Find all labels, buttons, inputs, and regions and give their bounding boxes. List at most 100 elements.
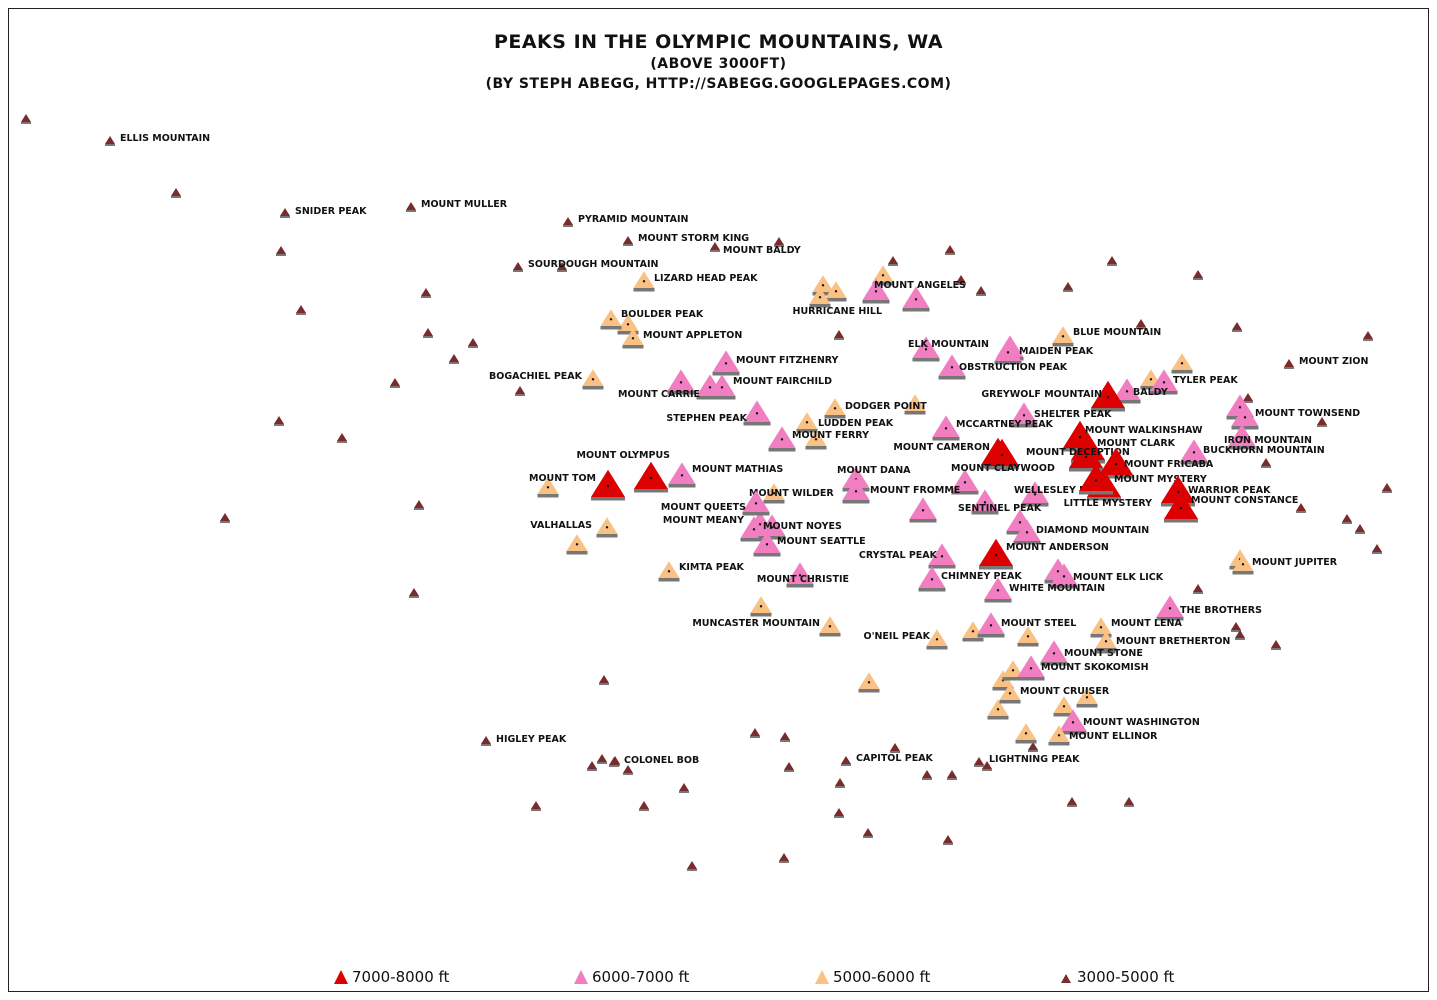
peak-label: HIGLEY PEAK — [496, 734, 567, 745]
peak-label: MOUNT CARRIE — [618, 389, 700, 400]
peak-marker — [758, 514, 786, 540]
peak-label: MOUNT CLARK — [1097, 438, 1176, 449]
peak-label: MOUNT LENA — [1111, 618, 1182, 629]
peak-marker — [994, 339, 1022, 365]
legend-item-6000: 6000-7000 ft — [573, 966, 689, 988]
peak-marker-unlabeled — [468, 338, 478, 348]
peak-marker — [1069, 440, 1103, 472]
peak-label: MOUNT OLYMPUS — [577, 450, 671, 461]
peak-marker — [742, 490, 770, 516]
peak-marker-unlabeled — [566, 534, 588, 555]
peak-label: MOUNT CHRISTIE — [757, 574, 849, 585]
peak-label: WARRIOR PEAK — [1188, 485, 1271, 496]
peak-label: BALDY — [1133, 387, 1168, 398]
peak-label: WELLESLEY PEAK — [1014, 485, 1108, 496]
peak-label: KIMTA PEAK — [679, 562, 745, 573]
peak-label: MOUNT STEEL — [1001, 618, 1076, 629]
peak-marker — [582, 369, 604, 390]
peak-marker-unlabeled — [274, 416, 284, 426]
peak-marker — [658, 561, 680, 582]
peak-label: MOUNT SEATTLE — [777, 536, 866, 547]
peak-marker — [623, 236, 633, 246]
peak-marker-unlabeled — [1372, 544, 1382, 554]
peak-label: ELLIS MOUNTAIN — [120, 133, 210, 144]
peak-label: MOUNT ELLINOR — [1069, 731, 1158, 742]
peak-marker-unlabeled — [599, 675, 609, 685]
peak-marker — [971, 489, 999, 515]
peak-marker — [824, 398, 846, 419]
peak-marker-unlabeled — [1053, 696, 1075, 717]
peak-marker-unlabeled — [623, 765, 633, 775]
peak-marker — [1059, 709, 1087, 735]
legend-triangle-6000-icon — [574, 970, 588, 984]
peak-marker-unlabeled — [1231, 622, 1241, 632]
peak-marker — [1013, 519, 1041, 545]
peak-marker-unlabeled — [863, 828, 873, 838]
peak-label: LUDDEN PEAK — [818, 418, 894, 429]
peak-marker — [951, 469, 979, 495]
peak-marker-unlabeled — [1261, 458, 1271, 468]
peak-marker — [563, 217, 573, 227]
peak-label: CAPITOL PEAK — [856, 753, 934, 764]
peak-label: MOUNT BALDY — [723, 245, 801, 256]
peak-marker — [977, 612, 1005, 638]
peak-marker — [902, 286, 930, 312]
peak-label: BOULDER PEAK — [621, 309, 704, 320]
peak-marker-unlabeled — [531, 801, 541, 811]
peak-label: CHIMNEY PEAK — [941, 571, 1022, 582]
peak-marker-unlabeled — [1076, 687, 1098, 708]
peak-marker-unlabeled — [976, 286, 986, 296]
peak-label: BUCKHORN MOUNTAIN — [1203, 445, 1325, 456]
peak-marker-unlabeled — [982, 761, 992, 771]
peak-marker-unlabeled — [220, 513, 230, 523]
peak-label: MOUNT ANGELES — [874, 280, 966, 291]
peak-label: MOUNT TOWNSEND — [1255, 408, 1360, 419]
peak-marker-unlabeled — [617, 314, 639, 335]
peak-label: BOGACHIEL PEAK — [489, 371, 583, 382]
peak-marker-unlabeled — [1193, 584, 1203, 594]
peak-label: MOUNT FITZHENRY — [736, 355, 839, 366]
map-subtitle: (ABOVE 3000FT) — [650, 56, 787, 72]
peak-marker — [938, 354, 966, 380]
peak-label: MOUNT WILDER — [749, 488, 834, 499]
peak-marker — [979, 538, 1013, 570]
peak-marker-unlabeled — [890, 743, 900, 753]
peak-marker-unlabeled — [862, 278, 890, 304]
peak-label: MOUNT TOM — [529, 473, 596, 484]
peak-marker-unlabeled — [909, 497, 937, 523]
peak-marker-unlabeled — [587, 761, 597, 771]
peak-marker — [591, 469, 625, 501]
peak-marker-unlabeled — [1028, 742, 1038, 752]
peak-label: MOUNT ANDERSON — [1006, 542, 1109, 553]
peak-label: MUNCASTER MOUNTAIN — [692, 618, 820, 629]
peak-marker — [712, 350, 740, 376]
peak-label: GREYWOLF MOUNTAIN — [981, 389, 1102, 400]
peak-label: HURRICANE HILL — [793, 306, 883, 317]
peak-marker — [796, 412, 818, 433]
legend-item-5000: 5000-6000 ft — [814, 966, 930, 988]
peak-label: MOUNT STORM KING — [638, 233, 749, 244]
peak-marker — [1164, 491, 1198, 523]
peak-marker-unlabeled — [1063, 282, 1073, 292]
peak-marker-unlabeled — [922, 770, 932, 780]
peak-label: MAIDEN PEAK — [1019, 346, 1094, 357]
peak-marker-unlabeled — [1271, 640, 1281, 650]
peak-marker-unlabeled — [1193, 270, 1203, 280]
peak-label: MOUNT WALKINSHAW — [1085, 425, 1203, 436]
peak-marker — [280, 208, 290, 218]
peak-marker — [1021, 481, 1049, 507]
peak-marker-unlabeled — [750, 728, 760, 738]
peak-marker-unlabeled — [1107, 256, 1117, 266]
peak-marker — [633, 271, 655, 292]
peak-marker-unlabeled — [947, 770, 957, 780]
peak-label: WHITE MOUNTAIN — [1009, 583, 1105, 594]
peak-marker-unlabeled — [276, 246, 286, 256]
peak-label: MOUNT CLAYWOOD — [951, 463, 1055, 474]
peak-marker-unlabeled — [825, 281, 847, 302]
peak-marker-unlabeled — [171, 188, 181, 198]
legend-label-7000: 7000-8000 ft — [352, 968, 450, 986]
peak-marker-unlabeled — [943, 835, 953, 845]
peak-marker — [763, 483, 785, 504]
peak-marker-unlabeled — [337, 433, 347, 443]
peak-marker — [753, 531, 781, 557]
